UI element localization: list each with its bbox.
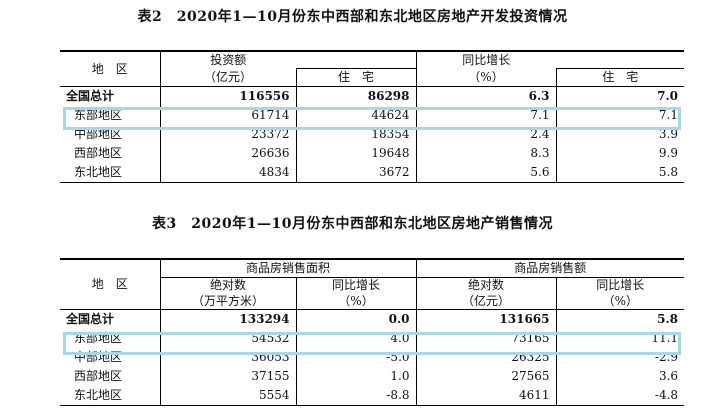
table2-header-yoy: 同比增长 (415, 51, 556, 69)
table-row: 全国总计 133294 0.0 131665 5.8 (60, 309, 685, 329)
table2-header-investment: 投资额 (159, 51, 296, 69)
table-row: 西部地区 37155 1.0 27565 3.6 (60, 367, 685, 386)
table3-header-area-abs: 绝对数 (159, 277, 296, 293)
table2-header-yoy-unit: （%） (415, 68, 556, 87)
table3-header-area-yoy: 同比增长 (295, 277, 417, 293)
table3-header-sales-abs: 绝对数 (415, 277, 557, 293)
table-row: 西部地区 26636 19648 8.3 9.9 (60, 144, 684, 163)
table2-title: 表2 2020年1—10月份东中西部和东北地区房地产开发投资情况 (137, 9, 568, 25)
table-row: 东北地区 4834 3672 5.6 5.8 (60, 163, 684, 183)
table-row: 中部地区 36053 -5.0 26325 -2.9 (60, 348, 685, 367)
table2-header-yoy-residential: 住 宅 (555, 68, 684, 87)
table-row: 东北地区 5554 -8.8 4611 -4.8 (60, 386, 685, 406)
table-row: 全国总计 116556 86298 6.3 7.0 (60, 86, 684, 106)
table3-header-sales-yoy-unit: （%） (555, 293, 685, 310)
table-row: 中部地区 23372 18354 2.4 3.9 (60, 125, 684, 144)
table3-header-area-yoy-unit: （%） (295, 293, 417, 310)
table2-header-residential: 住 宅 (295, 68, 416, 87)
table2-header-investment-unit: （亿元） (159, 68, 296, 87)
table2: 地 区 投资额 同比增长 （亿元） 住 宅 （%） 住 宅 全国总计 11655… (60, 50, 684, 183)
table-row: 东部地区 61714 44624 7.1 7.1 (60, 106, 684, 125)
table3-header-sales-group: 商品房销售额 (415, 259, 685, 278)
table3-header-sales-yoy: 同比增长 (555, 277, 685, 293)
table3-title: 表3 2020年1—10月份东中西部和东北地区房地产销售情况 (152, 216, 553, 232)
table3-header-area-abs-unit: （万平方米） (159, 293, 296, 310)
table3-header-region: 地 区 (91, 277, 128, 291)
table2-header-region: 地 区 (91, 61, 128, 76)
table3-header-area-group: 商品房销售面积 (159, 259, 417, 278)
table-row: 东部地区 54532 4.0 73165 11.1 (60, 329, 685, 348)
table3: 地 区 商品房销售面积 商品房销售额 绝对数 同比增长 绝对数 同比增长 （万平… (60, 258, 685, 406)
table3-header-sales-abs-unit: （亿元） (415, 293, 557, 310)
